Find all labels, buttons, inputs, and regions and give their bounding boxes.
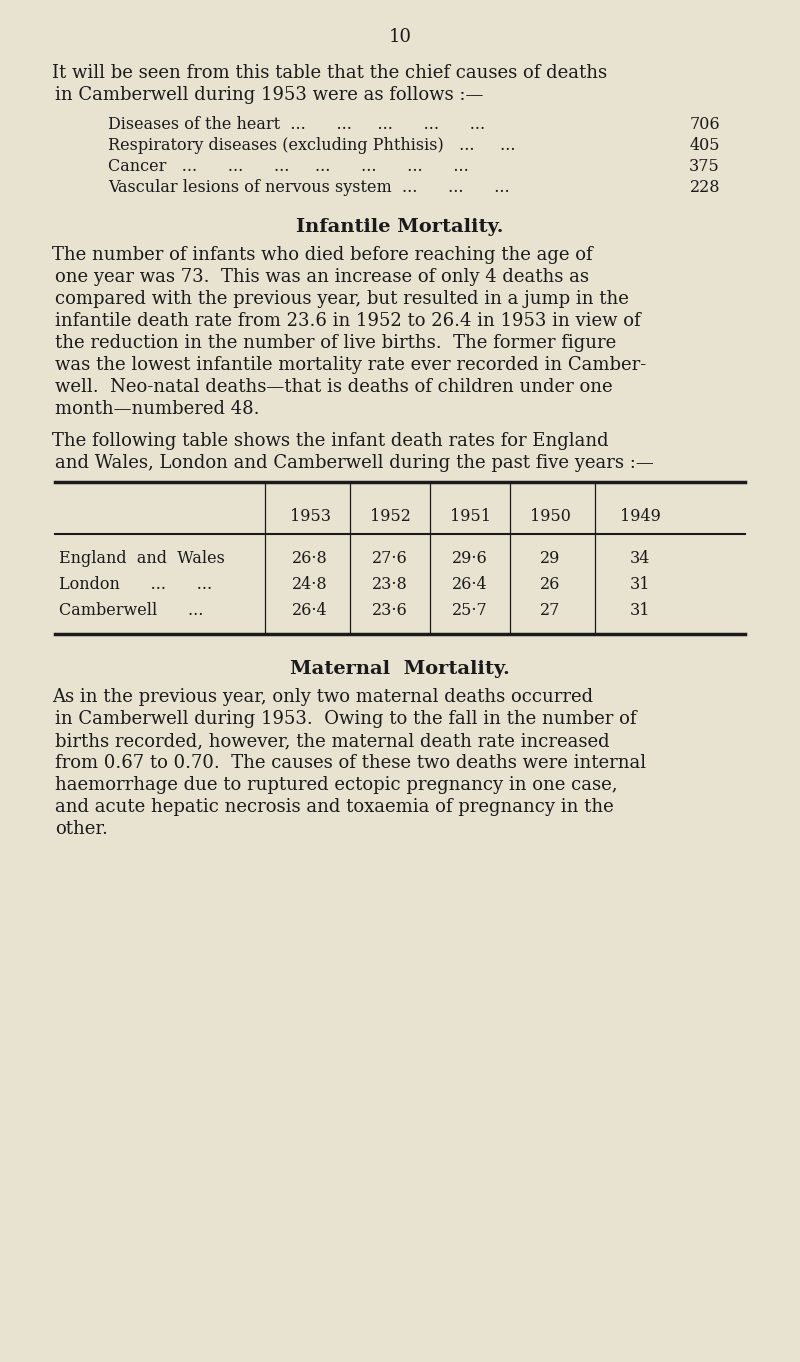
- Text: well.  Neo-natal deaths—that is deaths of children under one: well. Neo-natal deaths—that is deaths of…: [55, 379, 613, 396]
- Text: infantile death rate from 23.6 in 1952 to 26.4 in 1953 in view of: infantile death rate from 23.6 in 1952 t…: [55, 312, 641, 330]
- Text: 27: 27: [540, 602, 560, 618]
- Text: Diseases of the heart  ...      ...     ...      ...      ...: Diseases of the heart ... ... ... ... ..…: [108, 116, 501, 133]
- Text: As in the previous year, only two maternal deaths occurred: As in the previous year, only two matern…: [52, 688, 593, 706]
- Text: Camberwell      ...: Camberwell ...: [59, 602, 203, 618]
- Text: compared with the previous year, but resulted in a jump in the: compared with the previous year, but res…: [55, 290, 629, 308]
- Text: 23·6: 23·6: [372, 602, 408, 618]
- Text: 375: 375: [690, 158, 720, 174]
- Text: Vascular lesions of nervous system  ...      ...      ...: Vascular lesions of nervous system ... .…: [108, 178, 525, 196]
- Text: 24·8: 24·8: [292, 576, 328, 592]
- Text: 29·6: 29·6: [452, 550, 488, 567]
- Text: was the lowest infantile mortality rate ever recorded in Camber-: was the lowest infantile mortality rate …: [55, 355, 646, 375]
- Text: 1952: 1952: [370, 508, 410, 524]
- Text: 1953: 1953: [290, 508, 330, 524]
- Text: 27·6: 27·6: [372, 550, 408, 567]
- Text: 25·7: 25·7: [452, 602, 488, 618]
- Text: Maternal  Mortality.: Maternal Mortality.: [290, 661, 510, 678]
- Text: 1951: 1951: [450, 508, 490, 524]
- Text: Respiratory diseases (excluding Phthisis)   ...     ...: Respiratory diseases (excluding Phthisis…: [108, 138, 531, 154]
- Text: The number of infants who died before reaching the age of: The number of infants who died before re…: [52, 247, 593, 264]
- Text: haemorrhage due to ruptured ectopic pregnancy in one case,: haemorrhage due to ruptured ectopic preg…: [55, 776, 618, 794]
- Text: 1950: 1950: [530, 508, 570, 524]
- Text: It will be seen from this table that the chief causes of deaths: It will be seen from this table that the…: [52, 64, 607, 82]
- Text: one year was 73.  This was an increase of only 4 deaths as: one year was 73. This was an increase of…: [55, 268, 589, 286]
- Text: 29: 29: [540, 550, 560, 567]
- Text: 228: 228: [690, 178, 720, 196]
- Text: in Camberwell during 1953 were as follows :—: in Camberwell during 1953 were as follow…: [55, 86, 483, 104]
- Text: London      ...      ...: London ... ...: [59, 576, 212, 592]
- Text: 34: 34: [630, 550, 650, 567]
- Text: 405: 405: [690, 138, 720, 154]
- Text: 26·8: 26·8: [292, 550, 328, 567]
- Text: 26·4: 26·4: [292, 602, 328, 618]
- Text: from 0.67 to 0.70.  The causes of these two deaths were internal: from 0.67 to 0.70. The causes of these t…: [55, 755, 646, 772]
- Text: 31: 31: [630, 602, 650, 618]
- Text: month—numbered 48.: month—numbered 48.: [55, 400, 259, 418]
- Text: and acute hepatic necrosis and toxaemia of pregnancy in the: and acute hepatic necrosis and toxaemia …: [55, 798, 614, 816]
- Text: 706: 706: [690, 116, 720, 133]
- Text: England  and  Wales: England and Wales: [59, 550, 225, 567]
- Text: The following table shows the infant death rates for England: The following table shows the infant dea…: [52, 432, 609, 449]
- Text: and Wales, London and Camberwell during the past five years :—: and Wales, London and Camberwell during …: [55, 454, 654, 473]
- Text: 1949: 1949: [619, 508, 661, 524]
- Text: Infantile Mortality.: Infantile Mortality.: [296, 218, 504, 236]
- Text: births recorded, however, the maternal death rate increased: births recorded, however, the maternal d…: [55, 731, 610, 750]
- Text: 10: 10: [389, 29, 411, 46]
- Text: other.: other.: [55, 820, 108, 838]
- Text: in Camberwell during 1953.  Owing to the fall in the number of: in Camberwell during 1953. Owing to the …: [55, 710, 637, 729]
- Text: 23·8: 23·8: [372, 576, 408, 592]
- Text: 31: 31: [630, 576, 650, 592]
- Text: 26·4: 26·4: [452, 576, 488, 592]
- Text: Cancer   ...      ...      ...     ...      ...      ...      ...: Cancer ... ... ... ... ... ... ...: [108, 158, 484, 174]
- Text: 26: 26: [540, 576, 560, 592]
- Text: the reduction in the number of live births.  The former figure: the reduction in the number of live birt…: [55, 334, 616, 351]
